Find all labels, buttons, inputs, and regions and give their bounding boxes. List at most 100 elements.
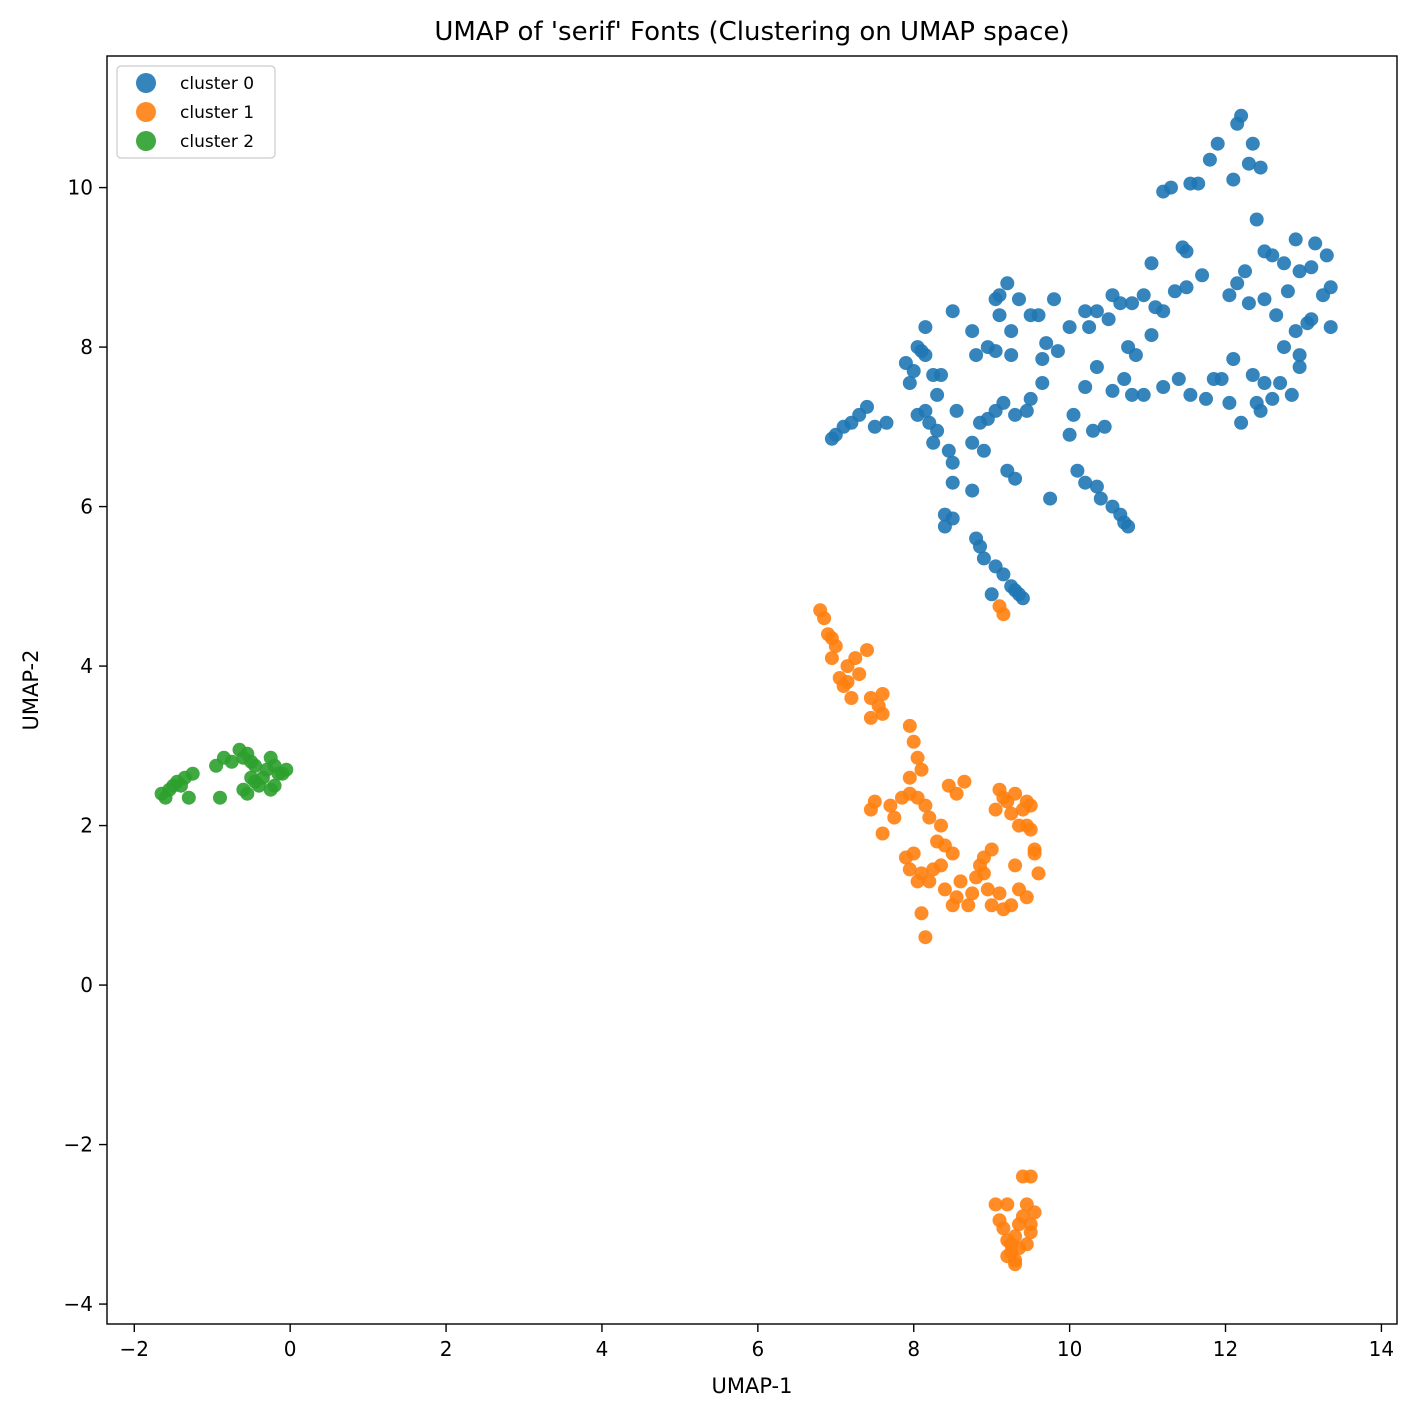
cluster-1-point (988, 802, 1003, 817)
points-layer (154, 108, 1338, 1272)
cluster-0-point (1008, 471, 1023, 486)
cluster-0-point (1089, 304, 1104, 319)
cluster-0-point (1078, 304, 1093, 319)
cluster-0-point (976, 443, 991, 458)
cluster-0-point (1167, 284, 1182, 299)
cluster-0-point (1245, 368, 1260, 382)
cluster-0-point (1304, 260, 1319, 275)
cluster-0-point (1105, 383, 1120, 398)
cluster-1-point (1008, 786, 1023, 801)
cluster-0-point (1179, 244, 1194, 259)
cluster-1-point (949, 786, 964, 801)
cluster-1-point (902, 862, 917, 877)
cluster-1-point (918, 798, 933, 813)
cluster-2-point (263, 782, 278, 797)
cluster-0-point (824, 431, 839, 446)
cluster-0-point (937, 519, 952, 534)
cluster-1-point (1019, 890, 1034, 905)
cluster-1-point (1023, 798, 1038, 813)
cluster-0-point (1144, 256, 1159, 271)
cluster-0-point (1019, 403, 1034, 418)
cluster-1-point (902, 718, 917, 733)
cluster-0-point (1199, 391, 1213, 406)
cluster-0-point (918, 320, 933, 335)
y-tick-label: −4 (64, 1292, 93, 1316)
cluster-1-point (988, 1197, 1003, 1212)
cluster-1-point (875, 826, 890, 841)
legend-label-cluster-2: cluster 2 (180, 132, 254, 152)
legend: cluster 0 cluster 1 cluster 2 (116, 65, 276, 159)
cluster-0-point (1121, 519, 1136, 534)
cluster-2-point (248, 758, 263, 773)
cluster-0-point (1249, 212, 1264, 227)
cluster-1-point (848, 651, 863, 666)
x-tick-label: 2 (440, 1337, 453, 1361)
cluster-1-point (957, 774, 972, 789)
cluster-0-point (1230, 276, 1245, 291)
legend-marker-cluster-2 (136, 131, 156, 151)
cluster-1-point (1023, 822, 1038, 837)
cluster-1-point (949, 890, 964, 905)
cluster-0-point (930, 387, 945, 402)
cluster-1-point (1031, 866, 1046, 881)
cluster-0-point (1050, 344, 1065, 359)
cluster-1-point (1023, 1169, 1038, 1184)
cluster-0-point (1078, 475, 1093, 490)
cluster-0-point (1265, 248, 1280, 263)
cluster-1-point (976, 850, 991, 865)
cluster-0-point (1222, 288, 1237, 303)
cluster-0-point (879, 415, 894, 430)
cluster-0-point (1125, 296, 1139, 311)
cluster-0-point (945, 304, 960, 319)
cluster-1-point (906, 846, 921, 861)
cluster-1-point (906, 734, 921, 749)
x-tick-label: 4 (596, 1337, 609, 1361)
cluster-0-point (1273, 376, 1288, 390)
cluster-0-point (1292, 264, 1307, 279)
cluster-0-point (1292, 360, 1307, 374)
cluster-0-point (1136, 387, 1151, 402)
cluster-0-point (1265, 391, 1280, 406)
cluster-0-point (1269, 308, 1284, 323)
cluster-1-point (1027, 846, 1042, 861)
cluster-0-point (1015, 591, 1030, 606)
cluster-1-point (824, 651, 839, 666)
cluster-0-point (1234, 415, 1249, 430)
cluster-0-point (1323, 280, 1338, 295)
cluster-0-point (1288, 324, 1303, 339)
cluster-0-point (1241, 156, 1256, 171)
legend-marker-cluster-0 (136, 73, 156, 93)
cluster-0-point (1156, 380, 1171, 394)
cluster-0-point (930, 423, 945, 438)
cluster-1-point (934, 858, 948, 873)
cluster-1-point (1004, 806, 1019, 821)
cluster-1-point (980, 882, 995, 897)
cluster-0-point (1222, 395, 1237, 410)
cluster-0-point (1097, 419, 1112, 434)
cluster-0-point (1012, 292, 1026, 307)
cluster-0-point (1008, 407, 1023, 422)
cluster-0-point (1125, 387, 1139, 402)
x-tick-label: 8 (907, 1337, 920, 1361)
cluster-0-point (1144, 328, 1159, 343)
cluster-0-point (1117, 372, 1132, 386)
cluster-0-point (1121, 340, 1136, 355)
cluster-0-point (1253, 160, 1268, 175)
cluster-0-point (1280, 284, 1295, 299)
cluster-0-point (1023, 391, 1038, 406)
cluster-0-point (1004, 348, 1019, 363)
cluster-0-point (1323, 320, 1338, 335)
cluster-1-point (914, 906, 929, 921)
cluster-1-point (887, 810, 902, 825)
chart-title: UMAP of 'serif' Fonts (Clustering on UMA… (434, 17, 1069, 47)
cluster-1-point (1000, 1197, 1015, 1212)
cluster-0-point (1191, 176, 1206, 191)
cluster-0-point (918, 403, 933, 418)
cluster-0-point (992, 308, 1007, 323)
cluster-0-point (1093, 491, 1108, 506)
cluster-0-point (965, 483, 980, 498)
cluster-0-point (1047, 292, 1061, 307)
y-tick-label: 4 (80, 654, 93, 678)
y-tick-label: 6 (80, 495, 93, 519)
